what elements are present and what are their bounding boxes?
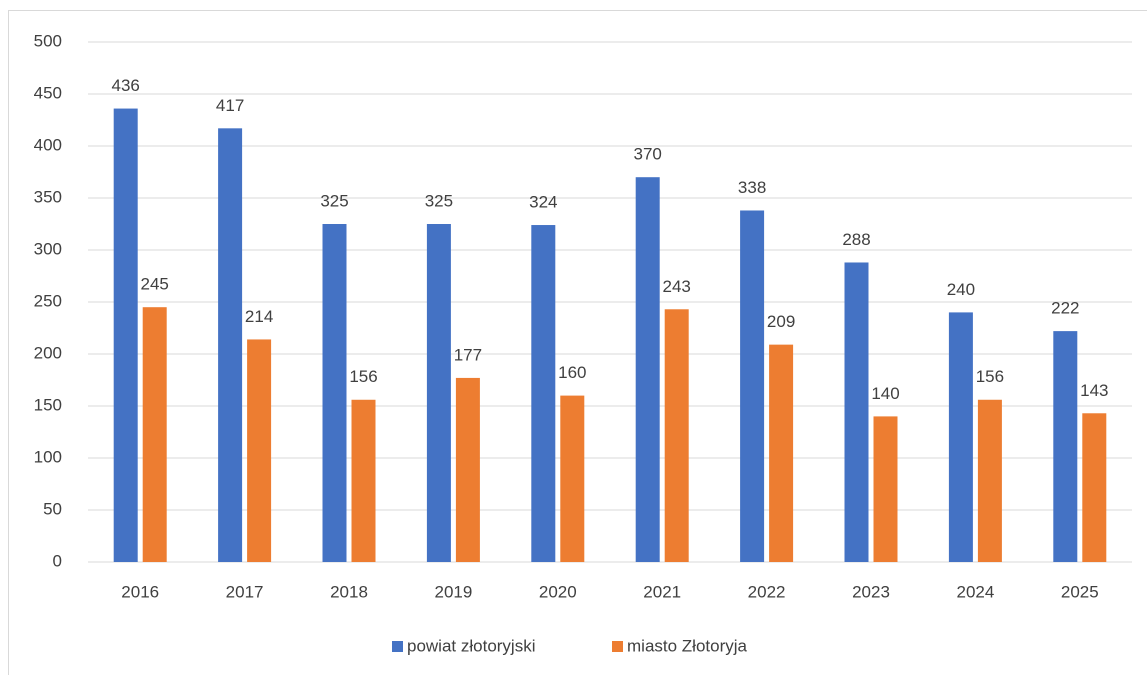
data-label: 177 bbox=[454, 345, 482, 364]
y-tick-label: 250 bbox=[34, 291, 62, 310]
bar bbox=[873, 416, 898, 562]
y-tick-label: 200 bbox=[34, 343, 62, 362]
x-tick-label: 2019 bbox=[434, 582, 472, 601]
data-label: 214 bbox=[245, 307, 273, 326]
data-label: 338 bbox=[738, 178, 766, 197]
data-label: 240 bbox=[947, 280, 975, 299]
y-tick-label: 400 bbox=[34, 135, 62, 154]
data-label: 325 bbox=[320, 191, 348, 210]
y-tick-label: 150 bbox=[34, 395, 62, 414]
chart-frame bbox=[8, 10, 1147, 675]
bar bbox=[844, 262, 869, 562]
data-label: 243 bbox=[663, 277, 691, 296]
bar bbox=[948, 312, 973, 562]
x-tick-label: 2025 bbox=[1061, 582, 1099, 601]
x-tick-label: 2020 bbox=[539, 582, 577, 601]
data-label: 436 bbox=[112, 76, 140, 95]
legend-label: miasto Złotoryja bbox=[627, 636, 748, 655]
y-tick-label: 500 bbox=[34, 31, 62, 50]
bar bbox=[769, 344, 794, 562]
x-tick-label: 2016 bbox=[121, 582, 159, 601]
bar bbox=[531, 225, 556, 563]
bar bbox=[113, 108, 138, 562]
data-label: 156 bbox=[976, 367, 1004, 386]
bar bbox=[322, 224, 347, 562]
data-label: 143 bbox=[1080, 381, 1108, 400]
bar bbox=[977, 399, 1002, 562]
data-label: 325 bbox=[425, 191, 453, 210]
data-label: 417 bbox=[216, 96, 244, 115]
data-label: 140 bbox=[871, 384, 899, 403]
bar bbox=[351, 399, 376, 562]
y-tick-label: 100 bbox=[34, 447, 62, 466]
x-tick-label: 2024 bbox=[956, 582, 994, 601]
data-label: 222 bbox=[1051, 299, 1079, 318]
y-tick-label: 350 bbox=[34, 187, 62, 206]
bar bbox=[426, 224, 451, 562]
data-label: 370 bbox=[634, 145, 662, 164]
data-label: 324 bbox=[529, 193, 557, 212]
y-tick-label: 50 bbox=[43, 499, 62, 518]
bar bbox=[560, 395, 585, 562]
x-tick-label: 2021 bbox=[643, 582, 681, 601]
bar bbox=[664, 309, 689, 562]
legend-swatch bbox=[392, 641, 403, 652]
y-tick-label: 0 bbox=[53, 551, 62, 570]
data-label: 209 bbox=[767, 312, 795, 331]
y-tick-label: 300 bbox=[34, 239, 62, 258]
data-label: 245 bbox=[141, 275, 169, 294]
legend-swatch bbox=[612, 641, 623, 652]
data-label: 288 bbox=[842, 230, 870, 249]
bar bbox=[455, 377, 480, 562]
bar bbox=[740, 210, 765, 563]
bar bbox=[142, 307, 167, 562]
bar bbox=[1082, 413, 1107, 562]
bar bbox=[1053, 331, 1078, 562]
bar bbox=[635, 177, 660, 562]
bar bbox=[218, 128, 243, 562]
data-label: 160 bbox=[558, 363, 586, 382]
x-tick-label: 2023 bbox=[852, 582, 890, 601]
y-tick-label: 450 bbox=[34, 83, 62, 102]
x-tick-label: 2022 bbox=[748, 582, 786, 601]
bar bbox=[247, 339, 272, 562]
legend-label: powiat złotoryjski bbox=[407, 636, 536, 655]
x-tick-label: 2017 bbox=[226, 582, 264, 601]
data-label: 156 bbox=[349, 367, 377, 386]
x-tick-label: 2018 bbox=[330, 582, 368, 601]
